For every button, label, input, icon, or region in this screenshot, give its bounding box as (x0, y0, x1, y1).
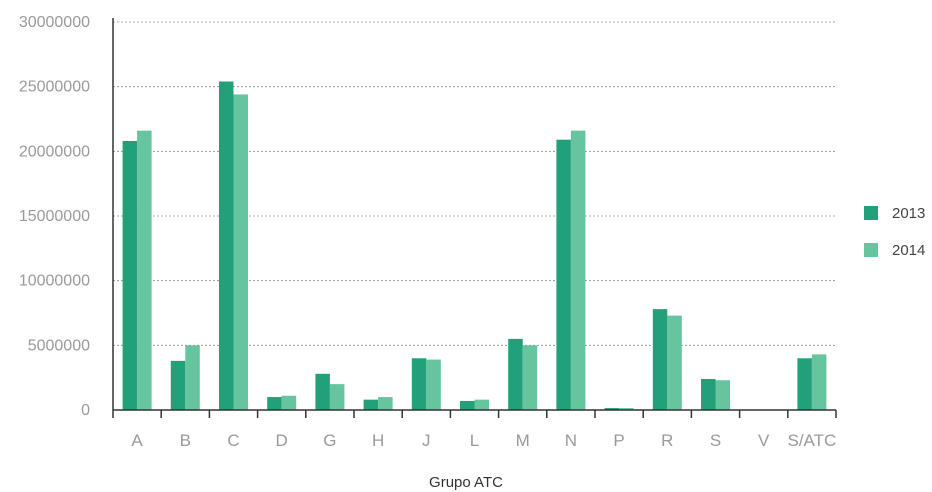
bar-2014-R (667, 315, 682, 410)
x-axis-title: Grupo ATC (429, 474, 503, 491)
x-tick-label: D (276, 431, 288, 450)
bar-2014-J (426, 359, 441, 410)
bar-2014-A (137, 130, 152, 410)
bar-2013-C (219, 81, 234, 410)
x-tick-label: V (758, 431, 770, 450)
legend: 2013 2014 (864, 205, 925, 259)
bar-2014-L (474, 399, 489, 410)
x-tick-label: N (565, 431, 577, 450)
x-tick-label: M (516, 431, 530, 450)
bar-2014-M (522, 345, 538, 410)
bar-2013-N (556, 139, 571, 410)
x-tick-label: P (613, 431, 624, 450)
bar-2013-B (170, 360, 186, 410)
x-tick-label: A (131, 431, 143, 450)
x-tick-label: H (372, 431, 384, 450)
bar-2013-A (122, 140, 138, 410)
bar-2013-S/ATC (797, 358, 812, 410)
x-axis-ticks: A B C D G H J L M N P R S V S/ATC (112, 410, 837, 450)
bars (122, 81, 827, 410)
bar-2014-P (619, 408, 634, 410)
bar-2013-J (411, 358, 427, 410)
x-tick-label: G (323, 431, 336, 450)
x-tick-label: S/ATC (787, 431, 836, 450)
bar-2014-H (378, 397, 393, 410)
bar-2014-B (185, 345, 200, 410)
bar-2013-M (508, 338, 523, 410)
x-tick-label: C (227, 431, 239, 450)
bar-2013-L (460, 400, 475, 410)
x-tick-label: R (661, 431, 673, 450)
bar-2014-N (570, 130, 586, 410)
legend-label: 2013 (892, 205, 925, 222)
bar-2014-D (281, 395, 297, 410)
bar-2014-S/ATC (811, 354, 827, 410)
y-tick-label: 0 (81, 402, 90, 419)
bar-2014-S (715, 380, 730, 410)
bar-2013-H (363, 399, 379, 410)
bar-2014-C (233, 94, 248, 410)
x-tick-label: L (470, 431, 479, 450)
y-tick-label: 20000000 (19, 143, 90, 160)
y-tick-label: 5000000 (28, 337, 90, 354)
legend-label: 2014 (892, 242, 925, 259)
bar-2013-P (604, 408, 620, 410)
legend-swatch-2013 (864, 206, 878, 220)
y-axis-ticks: 0 5000000 10000000 15000000 20000000 25000000… (19, 14, 90, 419)
x-tick-label: S (710, 431, 721, 450)
legend-swatch-2014 (864, 243, 878, 257)
bar-2013-S (701, 378, 716, 410)
bar-2013-D (267, 397, 282, 410)
bar-2014-G (329, 384, 345, 410)
x-tick-label: J (422, 431, 431, 450)
bar-2013-R (652, 309, 668, 410)
y-tick-label: 10000000 (19, 273, 90, 290)
y-tick-label: 25000000 (19, 79, 90, 96)
bar-2013-G (315, 373, 330, 410)
x-tick-label: B (180, 431, 191, 450)
y-tick-label: 15000000 (19, 208, 90, 225)
y-tick-label: 30000000 (19, 14, 90, 31)
